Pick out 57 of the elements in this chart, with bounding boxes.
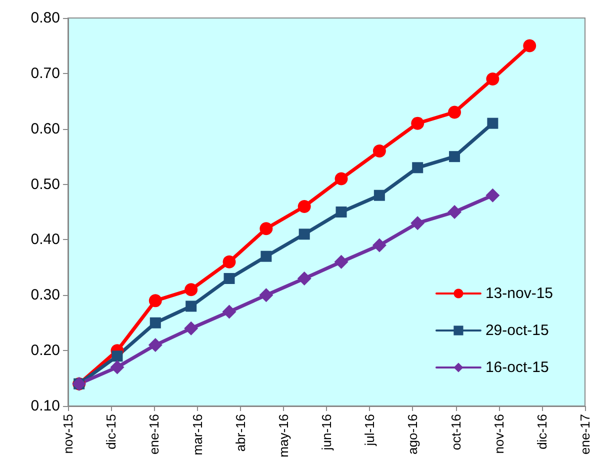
point xyxy=(412,162,424,174)
point xyxy=(372,144,386,158)
y-tick-label: 0.60 xyxy=(30,120,60,138)
point xyxy=(224,273,235,284)
point xyxy=(148,294,162,308)
point xyxy=(487,118,498,129)
legend-label: 16-oct-15 xyxy=(485,359,549,376)
point xyxy=(372,238,386,252)
point xyxy=(334,172,348,186)
point xyxy=(448,106,462,119)
point xyxy=(411,116,424,130)
x-tick-label: nov-15 xyxy=(60,414,76,454)
y-tick-label: 0.10 xyxy=(30,398,60,414)
y-tick-label: 0.30 xyxy=(30,286,60,304)
point xyxy=(448,205,462,219)
x-tick-label: ene-16 xyxy=(146,414,162,454)
point xyxy=(298,200,311,213)
point xyxy=(486,72,500,86)
point xyxy=(410,216,425,230)
point xyxy=(184,283,198,296)
y-tick-label: 0.40 xyxy=(30,231,60,248)
x-tick-label: dic-16 xyxy=(534,414,550,450)
point xyxy=(186,300,197,312)
x-tick-label: ago-16 xyxy=(405,414,420,454)
y-tick-label: 0.20 xyxy=(30,342,60,360)
point xyxy=(297,272,312,286)
point xyxy=(110,360,124,374)
point xyxy=(259,288,274,302)
point xyxy=(184,321,198,336)
point xyxy=(336,206,347,218)
y-tick-label: 0.70 xyxy=(30,64,60,82)
point xyxy=(523,39,536,52)
y-tick-label: 0.80 xyxy=(30,10,60,26)
x-tick-label: may-16 xyxy=(276,414,291,458)
point xyxy=(112,350,123,362)
point xyxy=(260,250,272,262)
x-tick-label: dic-15 xyxy=(104,414,119,450)
point xyxy=(222,255,236,268)
legend-label: 13-nov-15 xyxy=(485,285,554,302)
y-tick-label: 0.50 xyxy=(30,176,60,193)
x-tick-label: jul-16 xyxy=(362,414,378,447)
x-tick-label: jun-16 xyxy=(319,414,334,452)
x-tick-label: nov-16 xyxy=(491,414,506,454)
point xyxy=(449,151,460,162)
point xyxy=(260,222,273,236)
point xyxy=(298,228,310,240)
point xyxy=(334,254,348,269)
legend-label: 29-oct-15 xyxy=(485,322,549,339)
point xyxy=(486,188,500,202)
x-tick-label: oct-16 xyxy=(448,414,464,450)
point xyxy=(148,338,162,352)
point xyxy=(222,304,236,319)
x-tick-label: ene-17 xyxy=(578,414,592,454)
point xyxy=(374,190,385,201)
point xyxy=(150,317,161,328)
x-tick-label: mar-16 xyxy=(190,414,205,456)
x-tick-label: abr-16 xyxy=(232,414,248,452)
